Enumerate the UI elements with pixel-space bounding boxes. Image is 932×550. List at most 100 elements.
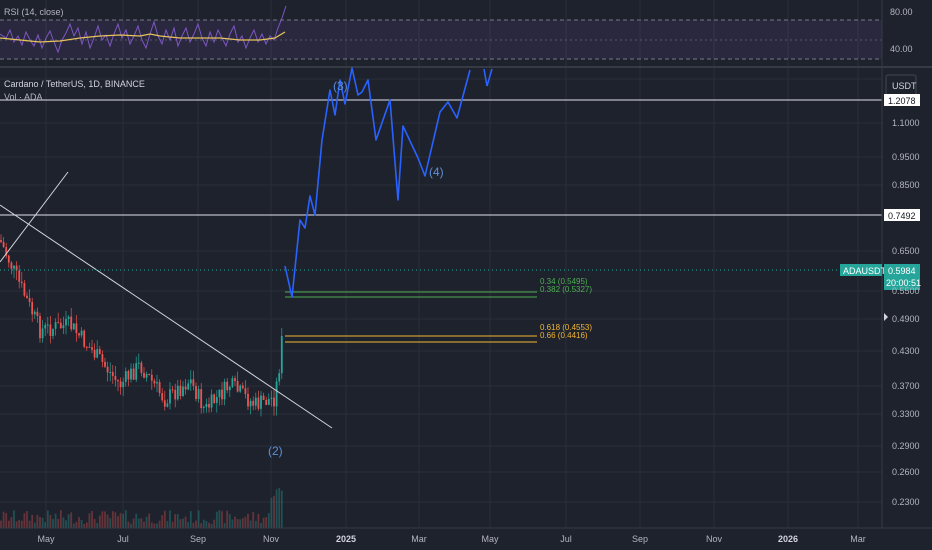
- price-tick: 0.2600: [892, 467, 920, 477]
- descending-trendline[interactable]: [0, 204, 333, 429]
- candle-body: [218, 389, 221, 397]
- candle-body: [75, 323, 78, 334]
- wave-projection-tail[interactable]: [483, 68, 493, 87]
- rsi-level-80: 80.00: [890, 7, 913, 17]
- candle-body: [93, 349, 96, 358]
- candle-body: [119, 381, 122, 388]
- volume-bar: [218, 510, 221, 528]
- volume-bar: [13, 510, 15, 528]
- candle-body: [208, 403, 210, 408]
- candle-body: [65, 318, 67, 326]
- current-symbol-badge: [840, 264, 882, 276]
- volume-bar: [140, 518, 143, 528]
- price-tick: 0.3300: [892, 409, 920, 419]
- candle-body: [127, 371, 130, 380]
- current-symbol: ADAUSDT: [843, 266, 887, 276]
- candle-body: [57, 322, 60, 324]
- currency-button-label: USDT: [892, 81, 917, 91]
- volume-bar: [46, 510, 49, 528]
- volume-bar: [117, 516, 119, 528]
- wave-label-2: (2): [268, 444, 283, 458]
- candle-body: [148, 373, 151, 375]
- volume-bar: [241, 518, 244, 528]
- candle-body: [59, 322, 62, 329]
- price-axis[interactable]: USDT 1.2078 0.7492 ADAUSDT 0.5984 20:00:…: [840, 0, 921, 528]
- wave-projection-path[interactable]: [284, 67, 471, 298]
- volume-bar: [5, 513, 8, 528]
- candle-body: [132, 368, 135, 380]
- volume-bar: [280, 490, 283, 528]
- candle-body: [140, 362, 143, 373]
- candle-body: [153, 380, 156, 384]
- ascending-trendline[interactable]: [0, 171, 69, 263]
- volume-bar: [98, 515, 101, 528]
- candle-body: [239, 385, 242, 392]
- candle-body: [150, 374, 153, 381]
- candle-body: [174, 389, 177, 400]
- volume-bar: [23, 513, 26, 528]
- volume-bar: [54, 513, 57, 528]
- time-label: Sep: [190, 534, 206, 544]
- candle-body: [15, 265, 18, 271]
- hline-badge-lower: [884, 209, 920, 221]
- candle-body: [262, 395, 265, 400]
- volume-bar: [275, 489, 278, 528]
- candle-body: [215, 396, 218, 403]
- candle-body: [223, 381, 226, 400]
- wave-label-4: (4): [429, 165, 444, 179]
- fibonacci-levels[interactable]: 0.34 (0.5495) 0.382 (0.5327) 0.618 (0.45…: [285, 277, 592, 343]
- fib-label-0382: 0.382 (0.5327): [540, 285, 592, 294]
- candle-body: [49, 324, 52, 336]
- candle-body: [67, 316, 70, 319]
- rsi-ma-line: [0, 31, 286, 43]
- volume-bar: [10, 517, 13, 528]
- candle-body: [249, 400, 252, 407]
- volume-bar: [2, 511, 5, 528]
- candle-body: [122, 381, 125, 388]
- volume-bar: [106, 514, 109, 528]
- volume-bar: [83, 523, 86, 528]
- price-tick: 0.4900: [892, 314, 920, 324]
- current-price-badge: [884, 264, 920, 290]
- volume-bar: [179, 519, 182, 528]
- volume-bar: [39, 517, 41, 528]
- candle-body: [267, 398, 270, 405]
- volume-bar: [184, 516, 187, 528]
- volume-bar: [265, 517, 268, 528]
- price-tick: 0.6500: [892, 246, 920, 256]
- time-label: Jul: [560, 534, 572, 544]
- volume-bar: [137, 518, 140, 528]
- hline-badge-upper: [884, 94, 920, 106]
- rsi-line: [0, 5, 287, 54]
- rsi-pane[interactable]: RSI (14, close) 80.00 40.00: [0, 5, 932, 68]
- volume-bar: [31, 514, 34, 528]
- volume-bar: [239, 519, 242, 528]
- rsi-level-40: 40.00: [890, 44, 913, 54]
- volume-bar: [75, 521, 78, 528]
- price-marker-icon: [884, 313, 888, 321]
- volume-bar: [267, 512, 270, 528]
- volume-label[interactable]: Vol · ADA: [4, 92, 43, 102]
- time-axis[interactable]: May Jul Sep Nov 2025 Mar May Jul Sep Nov…: [0, 527, 932, 544]
- volume-bar: [33, 522, 36, 528]
- volume-bar: [52, 518, 54, 528]
- volume-bar: [244, 516, 247, 528]
- symbol-title[interactable]: Cardano / TetherUS, 1D, BINANCE: [4, 79, 145, 89]
- fib-label-034: 0.34 (0.5495): [540, 277, 588, 286]
- candle-body: [270, 397, 273, 399]
- candle-body: [104, 361, 106, 367]
- volume-bar: [249, 520, 252, 528]
- candle-body: [33, 311, 36, 315]
- volume-bar: [101, 511, 104, 528]
- volume-bar: [26, 511, 28, 528]
- price-tick: 0.3700: [892, 381, 920, 391]
- price-tick: 0.5500: [892, 286, 920, 296]
- candle-body: [205, 403, 208, 407]
- volume-bar: [257, 513, 260, 528]
- volume-bar: [226, 510, 229, 528]
- volume-bar: [182, 518, 184, 528]
- candle-body: [226, 381, 229, 391]
- time-label-year: 2025: [336, 534, 356, 544]
- volume-bar: [202, 519, 205, 528]
